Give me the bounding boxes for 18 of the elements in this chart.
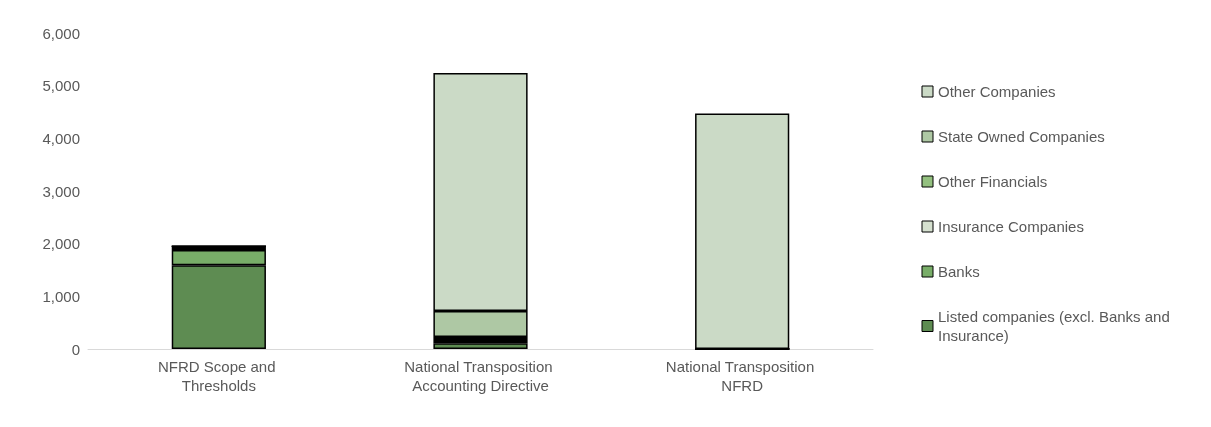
legend-label: State Owned Companies <box>938 128 1105 145</box>
bar <box>433 343 528 349</box>
x-tick-label: NFRD Scope and Thresholds <box>157 358 280 394</box>
y-tick-label: 3,000 <box>42 182 80 200</box>
bar <box>695 113 790 349</box>
legend-label: Other Companies <box>938 83 1056 100</box>
legend-label: Banks <box>938 263 980 280</box>
legend-label: Insurance Companies <box>938 218 1084 235</box>
y-tick-label: 1,000 <box>42 287 80 305</box>
y-tick-label: 6,000 <box>42 24 80 42</box>
y-tick-label: 5,000 <box>42 77 80 95</box>
x-tick-label: National Transposition NFRD <box>665 358 819 394</box>
legend-label: Listed companies (excl. Banks and Insurance) <box>938 308 1174 344</box>
y-tick-label: 0 <box>71 340 80 358</box>
x-tick-label: National Transposition Accounting Directive <box>404 358 557 394</box>
legend-label: Other Financials <box>938 173 1048 190</box>
y-tick-label: 2,000 <box>42 235 80 253</box>
y-tick-label: 4,000 <box>42 129 80 147</box>
